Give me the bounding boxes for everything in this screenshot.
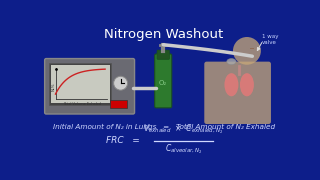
Ellipse shape <box>227 58 236 65</box>
Text: $C_{alveolar,N_2}$: $C_{alveolar,N_2}$ <box>164 143 202 156</box>
Bar <box>51 65 110 103</box>
Text: FRC   =: FRC = <box>106 136 140 145</box>
Bar <box>110 100 127 108</box>
Text: 1 way
valve: 1 way valve <box>262 34 278 45</box>
Text: N₂%: N₂% <box>51 83 55 91</box>
Ellipse shape <box>240 73 254 96</box>
FancyBboxPatch shape <box>204 62 271 124</box>
FancyBboxPatch shape <box>155 54 172 108</box>
Text: Initial Amount of N₂ in Lungs   =   Total Amount of N₂ Exhaled: Initial Amount of N₂ in Lungs = Total Am… <box>53 124 275 130</box>
Text: $V_{exhaled}$  ×  $C_{exhaled,N_2}$: $V_{exhaled}$ × $C_{exhaled,N_2}$ <box>143 123 223 136</box>
FancyBboxPatch shape <box>157 50 169 59</box>
Text: Total Volume Exhaled: Total Volume Exhaled <box>63 102 101 106</box>
Text: O₂: O₂ <box>159 80 167 86</box>
FancyBboxPatch shape <box>45 58 134 114</box>
Circle shape <box>114 76 128 90</box>
Ellipse shape <box>224 73 238 96</box>
Circle shape <box>233 37 261 65</box>
Text: Nitrogen Washout: Nitrogen Washout <box>104 28 224 41</box>
Bar <box>49 63 111 105</box>
